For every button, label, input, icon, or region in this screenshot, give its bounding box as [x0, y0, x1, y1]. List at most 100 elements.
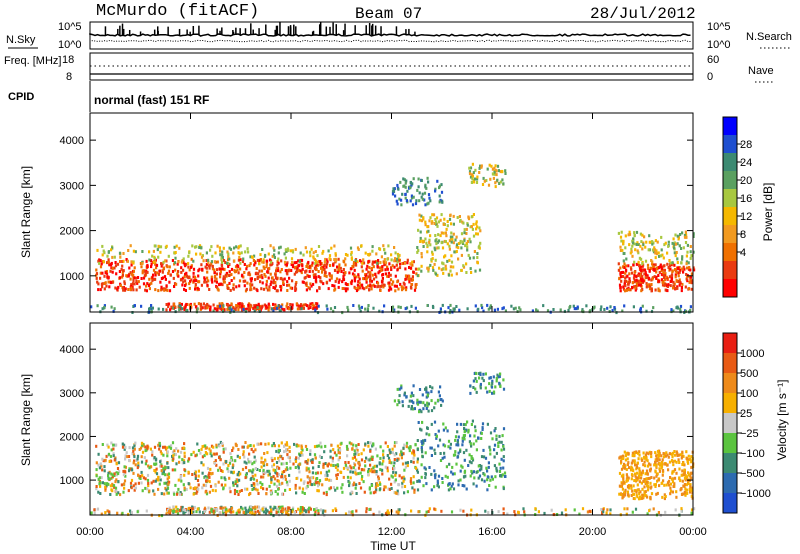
power-colorbar-segment — [723, 207, 737, 225]
velocity-echo — [126, 455, 129, 459]
power-echo — [412, 260, 415, 264]
power-echo — [210, 262, 213, 266]
power-echo — [326, 307, 329, 311]
velocity-echo — [250, 508, 253, 512]
velocity-echo — [330, 443, 333, 447]
power-echo — [453, 250, 456, 254]
velocity-echo — [430, 488, 433, 492]
power-echo — [167, 305, 170, 308]
velocity-echo — [180, 479, 183, 483]
power-echo — [466, 222, 469, 226]
velocity-echo — [291, 510, 294, 514]
power-echo — [150, 281, 153, 285]
velocity-echo — [189, 486, 192, 490]
power-echo — [358, 281, 361, 285]
power-echo — [431, 252, 434, 256]
power-echo — [392, 187, 395, 191]
power-echo — [366, 307, 370, 311]
velocity-echo — [677, 458, 680, 462]
power-echo — [314, 265, 317, 269]
velocity-echo — [258, 469, 261, 472]
velocity-echo — [424, 451, 427, 455]
power-echo — [114, 261, 117, 264]
power-echo — [372, 265, 375, 269]
power-echo — [405, 277, 408, 281]
velocity-echo — [474, 377, 477, 381]
velocity-echo — [414, 443, 417, 447]
velocity-echo — [151, 453, 154, 457]
power-echo — [259, 253, 262, 257]
velocity-echo — [229, 459, 233, 462]
power-echo — [167, 271, 170, 275]
power-echo — [224, 261, 227, 264]
power-echo — [386, 274, 389, 278]
velocity-echo — [231, 463, 235, 467]
power-echo — [163, 288, 166, 292]
power-echo — [227, 262, 230, 265]
velocity-echo — [281, 473, 284, 477]
power-echo — [650, 266, 653, 270]
velocity-echo — [489, 376, 492, 380]
velocity-echo — [185, 487, 188, 491]
power-echo — [237, 251, 240, 255]
velocity-echo — [654, 485, 657, 488]
power-echo — [452, 232, 455, 236]
power-echo — [180, 266, 183, 270]
velocity-echo — [456, 422, 459, 426]
power-echo — [205, 280, 208, 284]
power-echo — [111, 255, 114, 259]
velocity-echo — [187, 470, 190, 474]
velocity-echo — [390, 482, 393, 486]
power-echo — [352, 260, 356, 264]
velocity-echo — [661, 460, 664, 464]
power-echo — [337, 285, 340, 289]
velocity-echo — [282, 462, 285, 466]
velocity-echo — [124, 465, 127, 469]
power-echo — [151, 278, 154, 282]
velocity-echo — [609, 508, 612, 512]
power-echo — [467, 215, 470, 219]
velocity-echo — [491, 391, 494, 395]
velocity-echo — [312, 466, 315, 470]
velocity-echo — [348, 484, 351, 488]
power-echo — [482, 176, 485, 180]
velocity-echo — [436, 479, 439, 483]
power-echo — [684, 309, 688, 313]
velocity-echo — [311, 471, 314, 475]
velocity-echo — [656, 453, 659, 457]
velocity-echo — [654, 451, 657, 455]
velocity-echo — [306, 475, 309, 479]
power-echo — [106, 254, 109, 258]
power-echo — [106, 261, 109, 265]
power-echo — [448, 247, 451, 251]
velocity-echo — [200, 461, 203, 465]
power-echo — [178, 302, 181, 306]
velocity-echo — [209, 451, 212, 455]
power-echo — [95, 276, 98, 280]
velocity-echo — [400, 386, 403, 390]
velocity-echo — [493, 443, 497, 447]
power-echo — [202, 259, 205, 263]
power-echo — [265, 304, 268, 308]
velocity-echo — [465, 487, 468, 491]
velocity-echo — [624, 454, 627, 458]
power-echo — [371, 262, 374, 266]
power-echo — [181, 307, 184, 311]
power-echo — [659, 254, 662, 258]
power-echo — [131, 285, 134, 289]
power-echo — [294, 285, 297, 289]
power-echo — [648, 277, 651, 281]
power-echo — [613, 306, 616, 309]
power-echo — [242, 257, 245, 261]
velocity-echo — [272, 475, 275, 479]
power-echo — [475, 220, 478, 224]
velocity-echo — [635, 490, 638, 494]
freq-left-label: Freq. [MHz] — [4, 55, 61, 67]
velocity-echo — [146, 447, 149, 451]
power-echo — [398, 258, 401, 262]
velocity-echo — [650, 455, 653, 459]
velocity-echo — [238, 489, 241, 493]
power-echo — [652, 250, 656, 254]
velocity-echo — [441, 399, 444, 403]
power-echo — [669, 261, 672, 265]
